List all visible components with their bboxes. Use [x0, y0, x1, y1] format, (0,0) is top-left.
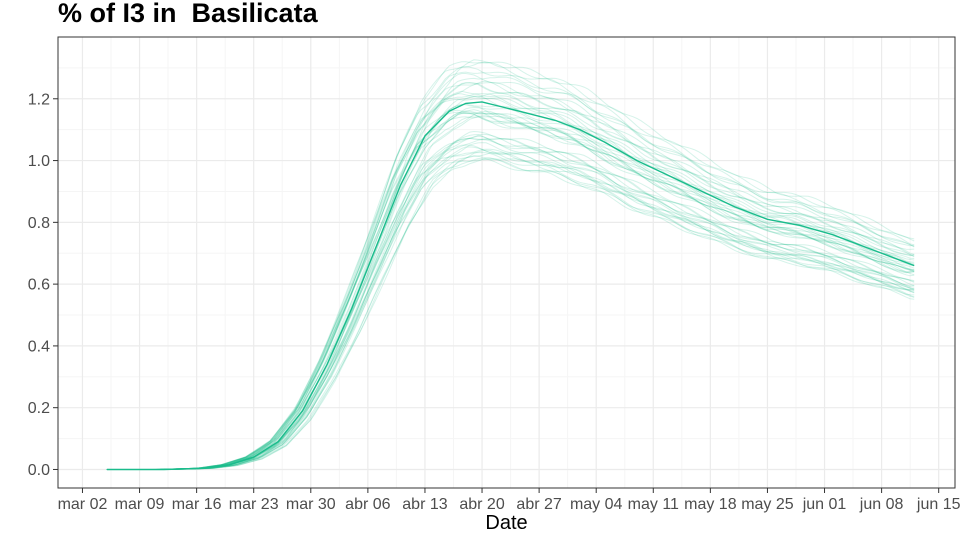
x-tick-label: may 25 [741, 496, 794, 513]
ensemble-line [106, 61, 915, 470]
ensemble-line [106, 82, 915, 470]
ensemble-line [106, 144, 915, 470]
ensemble-line [106, 59, 915, 470]
ensemble-line [106, 111, 915, 470]
y-tick-label: 0.6 [28, 277, 50, 294]
x-tick-label: abr 13 [402, 496, 447, 513]
y-axis: 0.0 0.2 0.4 0.6 0.8 1.0 1.2 [28, 91, 58, 479]
ensemble-line [106, 66, 915, 470]
ensemble-line [106, 71, 915, 470]
ensemble-line [106, 93, 915, 470]
x-tick-label: mar 30 [286, 496, 336, 513]
x-tick-label: mar 02 [58, 496, 108, 513]
y-tick-label: 1.0 [28, 153, 50, 170]
x-tick-label: mar 09 [115, 496, 165, 513]
ensemble-line [106, 151, 915, 470]
x-tick-label: abr 27 [516, 496, 561, 513]
x-tick-label: mar 23 [229, 496, 279, 513]
y-tick-label: 0.4 [28, 338, 50, 355]
x-tick-label: abr 20 [459, 496, 504, 513]
ensemble-line [106, 73, 915, 470]
x-tick-label: abr 06 [345, 496, 390, 513]
x-axis: mar 02 mar 09 mar 16 mar 23 mar 30 abr 06 abr … [58, 488, 960, 513]
ensemble-line [106, 92, 915, 470]
x-tick-label: mar 16 [172, 496, 222, 513]
panel-border [57, 36, 956, 489]
ensemble-line [106, 142, 915, 470]
ensemble-line [106, 109, 915, 470]
x-tick-label: jun 01 [802, 496, 847, 513]
x-tick-label: jun 15 [916, 496, 960, 513]
ensemble-line [106, 112, 915, 470]
main-series [106, 101, 915, 471]
ensemble-line [106, 157, 915, 470]
x-tick-label: may 04 [570, 496, 623, 513]
x-tick-label: may 11 [628, 496, 679, 513]
ensemble-line [106, 82, 915, 470]
ensemble-line [106, 90, 915, 470]
grid [58, 37, 955, 488]
x-axis-title: Date [485, 512, 527, 534]
y-tick-label: 0.2 [28, 400, 50, 417]
x-tick-label: jun 08 [859, 496, 904, 513]
ensemble-line [106, 155, 915, 470]
ensemble-line [106, 62, 915, 470]
ensemble-line [106, 146, 915, 470]
ensemble-line [106, 137, 915, 470]
main-series-line [106, 101, 915, 471]
ensemble-line [106, 115, 915, 470]
x-tick-label: may 18 [684, 496, 737, 513]
ensemble-line [106, 112, 915, 470]
ensemble-line [106, 93, 915, 470]
ensemble-line [106, 110, 915, 470]
ensemble-line [106, 115, 915, 470]
ensemble-line [106, 137, 915, 470]
ensemble-line [106, 82, 915, 470]
ensemble-line [106, 76, 915, 470]
ensemble-line [106, 130, 915, 470]
ensemble-line [106, 149, 915, 470]
y-tick-label: 0.0 [28, 462, 50, 479]
chart-title: % of I3 in Basilicata [58, 0, 318, 28]
ensemble-line [106, 97, 915, 470]
ensemble-lines [106, 59, 915, 470]
ensemble-line [106, 152, 915, 470]
ensemble-line [106, 148, 915, 470]
y-tick-label: 1.2 [28, 91, 50, 108]
ensemble-line [106, 109, 915, 470]
y-tick-label: 0.8 [28, 215, 50, 232]
